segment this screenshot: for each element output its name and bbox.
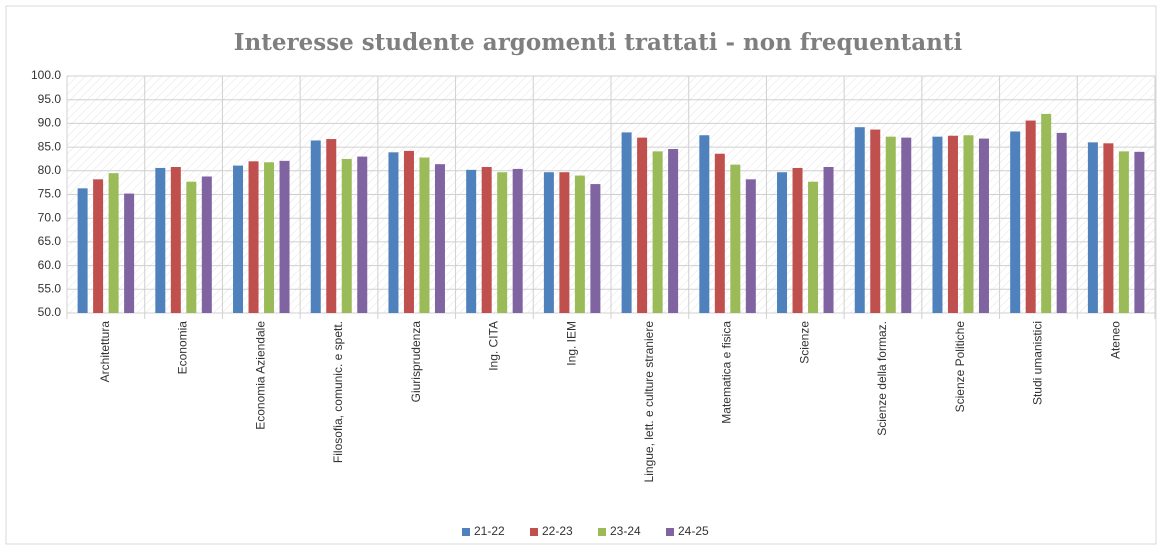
bar xyxy=(1041,113,1052,313)
bar xyxy=(403,150,414,313)
x-tick-label: Lingue, lett. e culture straniere xyxy=(642,321,656,483)
x-tick-label: Ateneo xyxy=(1108,321,1122,359)
bar xyxy=(233,165,244,313)
bar xyxy=(357,156,368,313)
bar xyxy=(559,172,570,313)
bar xyxy=(699,135,710,313)
bar xyxy=(248,161,259,313)
x-tick-label: Scienze xyxy=(797,321,811,364)
y-tick-label: 95.0 xyxy=(38,92,62,106)
bar xyxy=(901,137,912,313)
bar xyxy=(1025,120,1036,313)
bar xyxy=(93,179,104,313)
bar xyxy=(1087,142,1098,313)
bar xyxy=(77,188,88,313)
bar xyxy=(155,167,166,313)
bar xyxy=(574,175,585,313)
legend-label: 23-24 xyxy=(610,524,641,538)
x-tick-label: Economia xyxy=(176,321,190,375)
y-tick-label: 85.0 xyxy=(38,139,62,153)
x-tick-label: Filosofia, comunic. e spett. xyxy=(331,321,345,463)
bar xyxy=(124,193,135,313)
bar xyxy=(1118,151,1129,313)
y-tick-label: 90.0 xyxy=(38,116,62,130)
x-tick-label: Architettura xyxy=(98,321,112,383)
x-tick-label: Scienze della formaz. xyxy=(875,321,889,436)
bar xyxy=(310,140,321,313)
bar xyxy=(808,181,819,313)
bar xyxy=(854,127,865,313)
bar xyxy=(947,135,958,313)
x-tick-label: Ing. CITA xyxy=(487,321,501,371)
y-tick-label: 50.0 xyxy=(38,305,62,319)
y-tick-label: 100.0 xyxy=(31,68,61,82)
bar xyxy=(637,137,648,313)
legend-label: 21-22 xyxy=(474,524,505,538)
y-tick-label: 55.0 xyxy=(38,281,62,295)
x-tick-label: Giurisprudenza xyxy=(409,321,423,403)
y-tick-label: 60.0 xyxy=(38,258,62,272)
x-tick-label: Scienze Politiche xyxy=(953,321,967,413)
bar xyxy=(668,148,679,313)
bar xyxy=(932,136,943,313)
bar xyxy=(201,176,212,313)
x-tick-label: Matematica e fisica xyxy=(720,321,734,424)
bar xyxy=(870,129,881,313)
chart-title: Interesse studente argomenti trattati - … xyxy=(234,29,963,56)
legend-label: 22-23 xyxy=(542,524,573,538)
bar xyxy=(388,152,399,313)
bar xyxy=(777,172,788,313)
bar xyxy=(341,158,352,313)
bar xyxy=(1056,132,1067,313)
x-tick-label: Ing. IEM xyxy=(564,321,578,366)
x-tick-label: Studi umanistici xyxy=(1031,321,1045,405)
legend-swatch xyxy=(530,528,538,536)
bar xyxy=(170,167,181,313)
bar xyxy=(419,157,430,313)
bar xyxy=(1134,151,1145,313)
bar xyxy=(1103,143,1114,313)
legend-swatch xyxy=(598,528,606,536)
bar xyxy=(543,172,554,313)
bar xyxy=(792,167,803,313)
bar xyxy=(590,184,601,313)
bar xyxy=(885,136,896,313)
bar xyxy=(434,164,445,313)
bar xyxy=(466,169,477,313)
bar xyxy=(730,164,741,313)
bar xyxy=(963,135,974,313)
bar xyxy=(186,181,197,313)
bar xyxy=(978,138,989,313)
bar xyxy=(326,139,337,313)
bar xyxy=(497,172,508,313)
bar xyxy=(652,151,663,313)
y-tick-label: 80.0 xyxy=(38,163,62,177)
bar xyxy=(621,132,632,313)
bar xyxy=(714,153,725,313)
bar xyxy=(264,162,275,313)
bar xyxy=(823,167,834,313)
legend-label: 24-25 xyxy=(678,524,709,538)
y-tick-label: 75.0 xyxy=(38,187,62,201)
legend-swatch xyxy=(462,528,470,536)
bar xyxy=(512,168,523,313)
x-tick-label: Economia Aziendale xyxy=(253,321,267,430)
legend-swatch xyxy=(666,528,674,536)
bar xyxy=(108,173,119,313)
bar xyxy=(481,167,492,313)
y-tick-label: 65.0 xyxy=(38,234,62,248)
bar xyxy=(745,179,756,313)
bar xyxy=(279,160,290,313)
bar xyxy=(1010,131,1021,313)
y-tick-label: 70.0 xyxy=(38,210,62,224)
